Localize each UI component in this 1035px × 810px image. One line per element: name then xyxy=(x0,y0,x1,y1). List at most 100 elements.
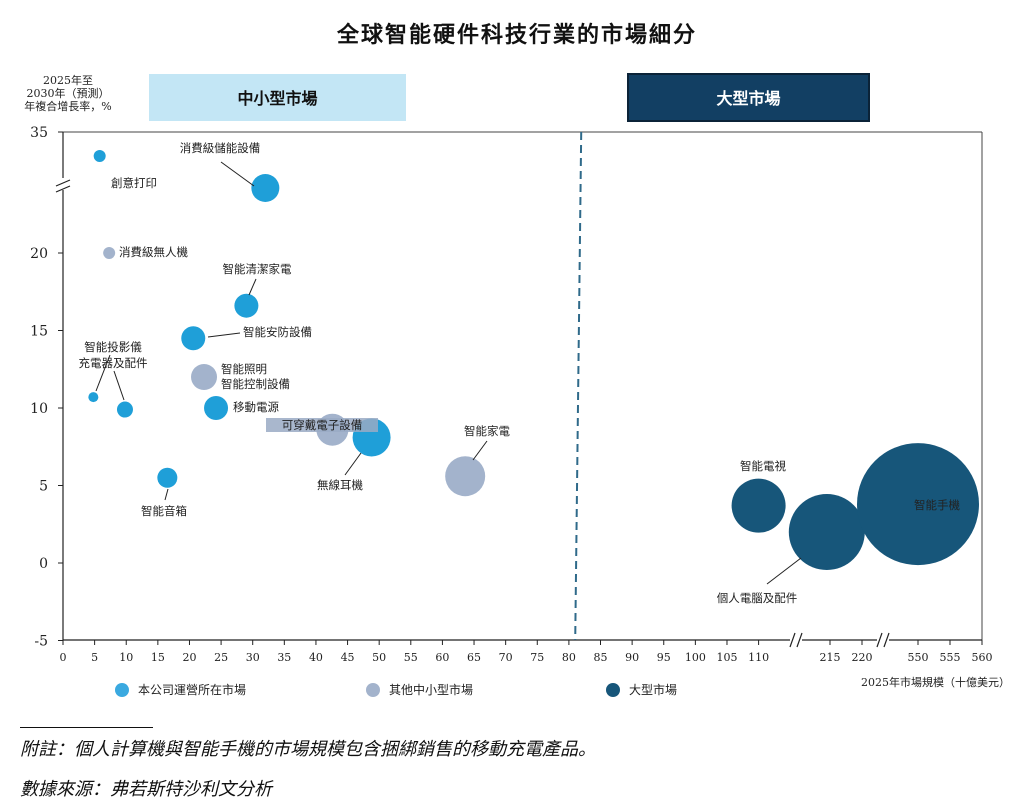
x-tick-label: 5 xyxy=(91,651,98,664)
x-tick-label: 555 xyxy=(940,651,961,664)
x-axis-break-mark xyxy=(876,632,883,648)
y-axis-label-line: 2030年（預測） xyxy=(27,86,110,100)
y-tick-label: 5 xyxy=(39,479,48,495)
x-tick-label: 215 xyxy=(820,651,841,664)
x-tick-label: 85 xyxy=(594,651,608,664)
bubble-label: 消費級儲能設備 xyxy=(180,141,261,155)
y-tick-label: 15 xyxy=(30,324,48,340)
x-tick-label: 15 xyxy=(151,651,165,664)
bubble-label: 消費級無人機 xyxy=(119,245,188,259)
y-tick-label: 10 xyxy=(30,401,48,417)
x-tick-label: 25 xyxy=(214,651,228,664)
x-tick-label: 10 xyxy=(119,651,133,664)
leader-line xyxy=(344,452,362,476)
bubble-label: 智能音箱 xyxy=(141,504,187,518)
x-tick-label: 60 xyxy=(435,651,449,664)
x-tick-label: 30 xyxy=(246,651,260,664)
legend-marker xyxy=(606,683,620,697)
bubble-label: 創意打印 xyxy=(111,176,157,190)
y-tick-label: 0 xyxy=(39,556,48,572)
segment-box xyxy=(627,73,870,122)
x-tick-label: 550 xyxy=(908,651,929,664)
x-tick-label: 0 xyxy=(60,651,67,664)
x-tick-label: 110 xyxy=(748,651,769,664)
bubble xyxy=(251,174,280,202)
bubble-labels: 創意打印消費級儲能設備消費級無人機智能清潔家電智能安防設備智能照明智能控制設備智… xyxy=(79,141,961,605)
y-axis-break-mark xyxy=(55,185,71,193)
bubble xyxy=(191,364,218,390)
y-ticks: 35 20 15 10 5 0 -5 xyxy=(30,125,63,650)
x-tick-label: 560 xyxy=(972,651,993,664)
x-tick-label: 20 xyxy=(182,651,196,664)
bubbles xyxy=(88,150,979,570)
bubble-label-line: 智能照明 xyxy=(221,362,267,376)
x-axis-label: 2025年市場規模（十億美元） xyxy=(861,675,1010,689)
segment-label: 中小型市場 xyxy=(237,89,317,108)
x-tick-label: 220 xyxy=(852,651,873,664)
leader-lines xyxy=(95,161,802,585)
leader-line xyxy=(472,440,488,461)
bubble-label: 智能照明智能控制設備 xyxy=(221,362,290,391)
x-axis-break-gap xyxy=(790,633,802,647)
legend-label: 其他中小型市場 xyxy=(389,682,473,697)
bubble xyxy=(204,396,229,420)
bubble-label: 個人電腦及配件 xyxy=(717,591,798,605)
bubble-label: 智能清潔家電 xyxy=(223,262,292,276)
footer-rule xyxy=(20,727,153,728)
segment-headers: 中小型市場 大型市場 xyxy=(149,73,870,122)
bubble-label: 智能家電 xyxy=(464,424,510,438)
leader-line xyxy=(220,161,255,187)
y-axis-label-line: 年複合增長率，% xyxy=(24,99,111,113)
bubble-label: 移動電源 xyxy=(233,400,279,414)
chart-title: 全球智能硬件科技行業的市場細分 xyxy=(336,22,697,48)
leader-line xyxy=(95,354,111,392)
segment-box xyxy=(149,74,406,121)
leader-line xyxy=(164,488,169,501)
footer-note: 附註：個人計算機與智能手機的市場規模包含捆綁銷售的移動充電產品。 xyxy=(20,739,596,760)
x-tick-label: 40 xyxy=(309,651,323,664)
bubble xyxy=(181,326,206,351)
bubble xyxy=(788,494,865,570)
x-tick-label: 80 xyxy=(562,651,576,664)
legend-label: 大型市場 xyxy=(629,682,677,697)
bubble-chart: 全球智能硬件科技行業的市場細分 2025年至2030年（預測）年複合增長率，% … xyxy=(24,22,1010,697)
x-tick-label: 50 xyxy=(372,651,386,664)
y-axis-break-gap xyxy=(56,178,70,190)
axis-breaks xyxy=(55,178,890,648)
x-tick-label: 105 xyxy=(716,651,737,664)
x-tick-label: 65 xyxy=(467,651,481,664)
legend-label: 本公司運營所在市場 xyxy=(138,682,246,697)
bubble xyxy=(103,247,116,259)
segment-label: 大型市場 xyxy=(716,89,780,108)
bubble xyxy=(88,392,99,403)
y-tick-label: 35 xyxy=(30,125,48,141)
x-ticks: 0 5 10 15 20 25 30 35 40 45 50 55 60 65 70 75 80 85 90 95 10… xyxy=(60,640,993,664)
x-tick-label: 45 xyxy=(341,651,355,664)
bubble-label: 智能手機 xyxy=(914,498,960,512)
y-tick-label: 20 xyxy=(30,246,48,262)
x-axis-break-mark xyxy=(796,632,803,648)
legend-marker xyxy=(366,683,380,697)
bubble xyxy=(234,293,259,318)
segment-divider-line xyxy=(574,131,583,641)
legend: 本公司運營所在市場 其他中小型市場 大型市場 xyxy=(115,682,677,697)
bubble xyxy=(731,478,786,533)
y-tick-label: -5 xyxy=(34,634,48,650)
bubble xyxy=(857,443,979,566)
bubble-label: 智能安防設備 xyxy=(243,325,312,339)
x-tick-label: 95 xyxy=(657,651,671,664)
bubble xyxy=(93,150,106,162)
footer-source: 數據來源：弗若斯特沙利文分析 xyxy=(20,779,272,800)
y-axis-break-mark xyxy=(55,179,71,187)
x-tick-label: 35 xyxy=(277,651,291,664)
x-tick-label: 90 xyxy=(625,651,639,664)
y-axis-label-line: 2025年至 xyxy=(43,73,93,87)
bubble-label: 可穿戴電子設備 xyxy=(282,418,363,432)
leader-line xyxy=(248,278,257,296)
bubble-label: 充電器及配件 xyxy=(79,356,148,370)
x-axis-break-mark xyxy=(789,632,796,648)
bubble-label: 智能電視 xyxy=(740,459,786,473)
x-tick-label: 55 xyxy=(404,651,418,664)
bubble-label: 智能投影儀 xyxy=(84,340,142,354)
